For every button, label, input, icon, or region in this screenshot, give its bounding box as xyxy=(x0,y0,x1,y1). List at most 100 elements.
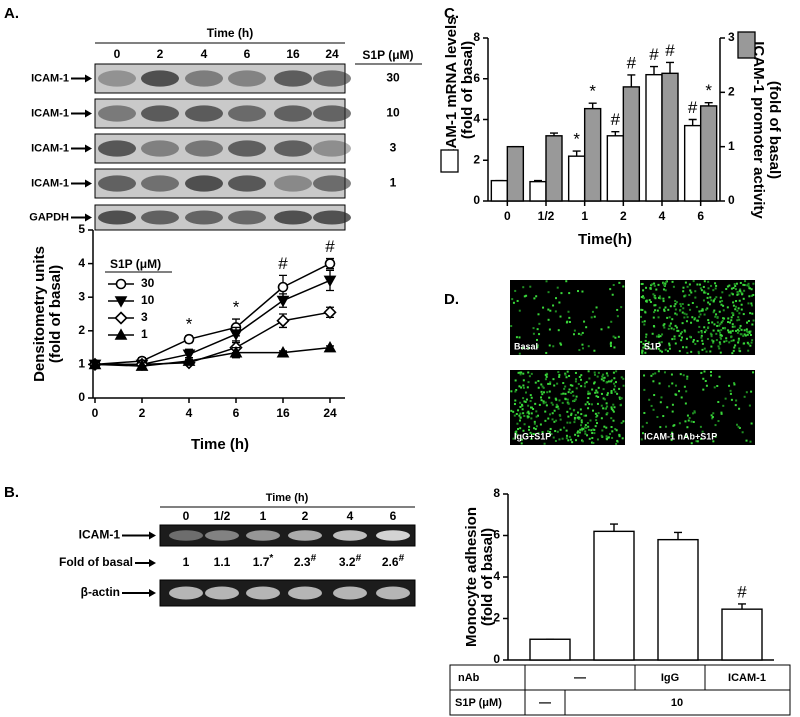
cell-dot xyxy=(697,352,700,355)
significance-mark: # xyxy=(325,237,335,256)
cell-dot xyxy=(565,434,568,437)
cell-dot xyxy=(582,427,585,430)
cell-dot xyxy=(733,325,736,328)
cell-dot xyxy=(702,285,705,288)
cell-dot xyxy=(719,300,722,303)
cell-dot xyxy=(689,289,692,292)
cell-dot xyxy=(705,308,708,311)
cell-dot xyxy=(514,435,517,438)
cell-dot xyxy=(642,346,645,349)
cell-dot xyxy=(668,347,671,350)
cell-dot xyxy=(611,293,614,296)
cell-dot xyxy=(686,414,689,417)
cell-dot xyxy=(583,414,586,417)
cell-dot xyxy=(701,342,704,345)
cell-dot xyxy=(558,373,561,376)
cell-dot xyxy=(660,341,663,344)
cell-dot xyxy=(738,299,741,302)
fold-number: 2.6 xyxy=(382,555,399,569)
cell-dot xyxy=(520,403,523,406)
cell-dot xyxy=(685,313,688,316)
cell-dot xyxy=(596,414,599,417)
cell-dot xyxy=(579,378,582,381)
cell-dot xyxy=(580,419,583,422)
cell-dot xyxy=(532,327,535,330)
cell-dot xyxy=(666,406,669,409)
bar xyxy=(529,180,547,202)
cell-dot xyxy=(618,281,621,284)
cell-dot xyxy=(643,323,646,326)
cell-dot xyxy=(719,337,722,340)
legend-title: S1P (μM) xyxy=(110,257,161,271)
cell-dot xyxy=(588,377,591,380)
cell-dot xyxy=(622,420,625,423)
cell-dot xyxy=(678,390,681,393)
cell-dot xyxy=(720,303,723,306)
cell-dot xyxy=(559,315,562,318)
cell-dot xyxy=(527,347,530,350)
cell-dot xyxy=(523,295,526,298)
cell-dot xyxy=(678,350,681,353)
cell-dot xyxy=(522,286,525,289)
cell-dot xyxy=(618,396,621,399)
blot-band xyxy=(205,530,239,541)
x-tick-label: 6 xyxy=(697,209,704,223)
cell-dot xyxy=(515,430,518,433)
cell-dot xyxy=(727,331,730,334)
cell-dot xyxy=(714,315,717,318)
cell-dot xyxy=(722,327,725,330)
cell-dot xyxy=(540,399,543,402)
significance-mark: # xyxy=(688,98,698,117)
marker xyxy=(114,328,128,340)
blot-label: GAPDH xyxy=(29,211,69,223)
cell-dot xyxy=(747,319,750,322)
cell-dot xyxy=(675,326,678,329)
x-tick-label: 1/2 xyxy=(538,209,555,223)
cell-dot xyxy=(668,344,671,347)
cell-dot xyxy=(613,377,616,380)
blot-band xyxy=(274,105,312,122)
cell-dot xyxy=(669,305,672,308)
cell-dot xyxy=(745,391,748,394)
cell-dot xyxy=(695,440,698,443)
cell-dot xyxy=(713,323,716,326)
bar xyxy=(583,107,602,202)
cell-dot xyxy=(709,296,712,299)
cell-dot xyxy=(746,284,749,287)
cell-dot xyxy=(560,292,563,295)
cell-dot xyxy=(603,425,606,428)
cell-dot xyxy=(679,373,682,376)
cell-dot xyxy=(517,409,520,412)
cell-dot xyxy=(658,306,661,309)
cell-dot xyxy=(549,382,552,385)
cell-dot xyxy=(714,282,717,285)
cell-dot xyxy=(725,339,728,342)
cell-dot xyxy=(690,350,693,353)
cell-dot xyxy=(602,377,605,380)
cell-dot xyxy=(736,309,739,312)
cell-dot xyxy=(707,301,710,304)
cell-dot xyxy=(604,407,607,410)
cell-dot xyxy=(729,389,732,392)
fold-label: Fold of basal xyxy=(59,555,133,569)
cell-dot xyxy=(607,326,610,329)
y-tick-label: 8 xyxy=(493,486,500,500)
blot-label: ICAM-1 xyxy=(31,107,69,119)
y-axis-label: ICAM-1 mRNA levels xyxy=(443,17,460,164)
cell-dot xyxy=(518,414,521,417)
cell-dot xyxy=(731,329,734,332)
cell-dot xyxy=(569,438,572,441)
cell-dot xyxy=(748,331,751,334)
cell-dot xyxy=(679,303,682,306)
cell-dot xyxy=(593,373,596,376)
cell-dot xyxy=(584,403,587,406)
condition-table: nAb — IgG ICAM-1 S1P (μM) — 10 xyxy=(449,664,791,716)
cell-dot xyxy=(684,294,687,297)
cell-dot xyxy=(735,399,738,402)
cell-dot xyxy=(614,381,617,384)
blot-title: Time (h) xyxy=(266,492,309,504)
marker xyxy=(88,357,102,370)
cell-dot xyxy=(612,403,615,406)
cell-dot xyxy=(716,321,719,324)
cell-dot xyxy=(587,390,590,393)
